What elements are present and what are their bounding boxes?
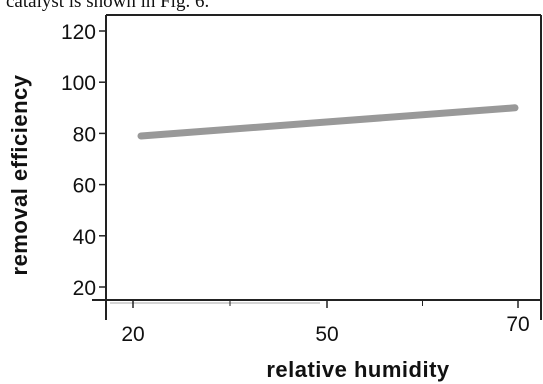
y-axis-title: removal efficiency (7, 74, 32, 275)
series-line (137, 104, 519, 140)
x-axis-title: relative humidity (266, 357, 450, 382)
y-tick-label: 100 (61, 72, 96, 95)
y-tick-label: 60 (73, 175, 96, 198)
y-tick-label: 20 (73, 277, 96, 300)
y-tick-label: 40 (73, 226, 96, 249)
y-tick-label: 120 (61, 21, 96, 44)
y-tick-label: 80 (73, 123, 96, 146)
x-tick-label: 70 (506, 313, 529, 336)
series-layer (137, 104, 519, 140)
plot-frame (92, 14, 542, 320)
x-axis-ticks: 20 50 70 (121, 300, 530, 346)
x-tick-label: 50 (315, 323, 338, 346)
x-tick-label: 20 (121, 323, 144, 346)
y-axis-ticks: 20 40 60 80 100 120 (61, 21, 106, 300)
caption-text: catalyst is shown in Fig. 6. (6, 0, 210, 12)
